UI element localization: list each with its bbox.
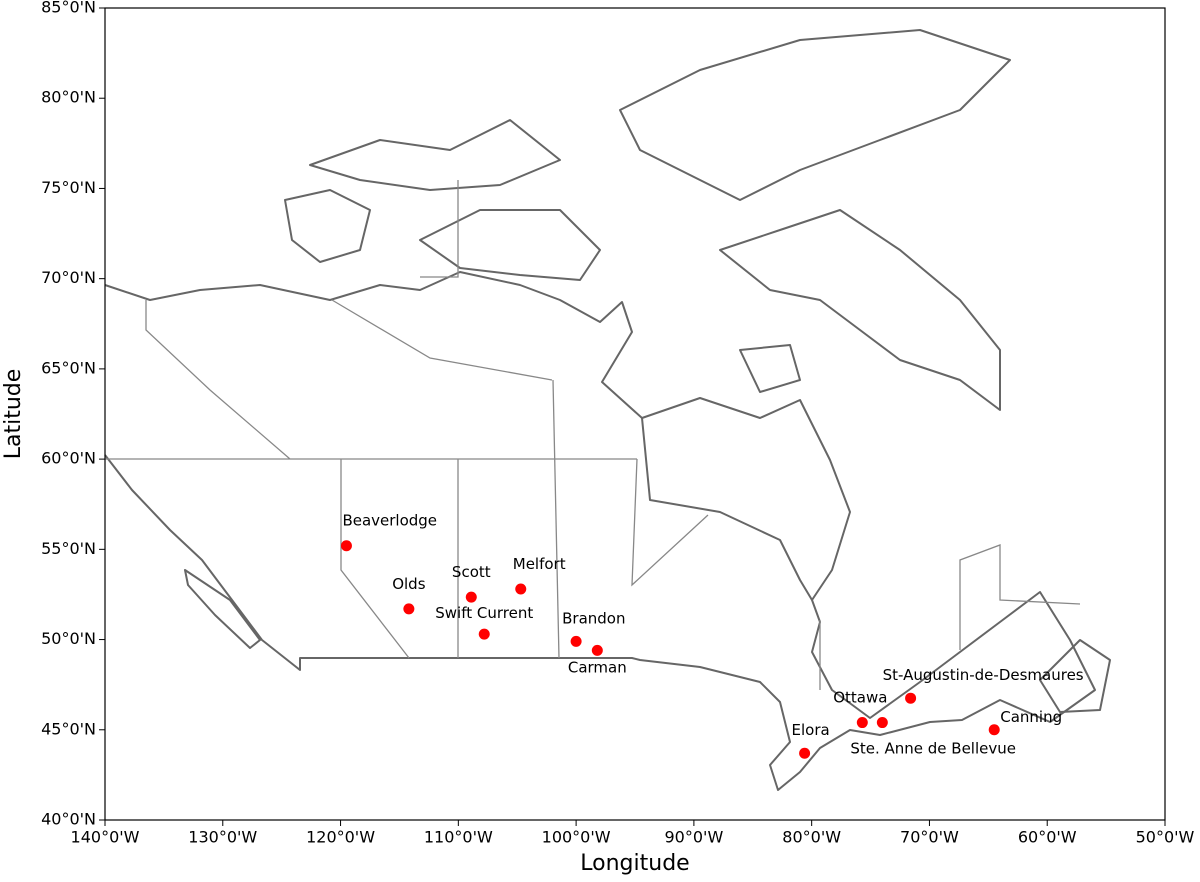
x-tick-label: 60°0'W	[1018, 828, 1077, 847]
y-tick-label: 70°0'N	[41, 268, 96, 287]
station-label: Scott	[452, 563, 491, 581]
station-point	[340, 540, 352, 552]
basemap	[104, 29, 1111, 791]
x-tick-label: 70°0'W	[900, 828, 959, 847]
station-point	[478, 628, 490, 640]
mainland-coast	[104, 271, 1096, 791]
x-tick-label: 100°0'W	[542, 828, 611, 847]
station-label: Olds	[392, 575, 425, 593]
y-tick-label: 65°0'N	[41, 358, 96, 377]
station-label: Beaverlodge	[342, 512, 437, 530]
victoria-island	[419, 209, 601, 281]
y-tick-label: 40°0'N	[41, 810, 96, 829]
station-label: Canning	[1000, 708, 1062, 726]
x-tick-label: 120°0'W	[306, 828, 375, 847]
station-point	[591, 644, 603, 656]
station-point	[570, 635, 582, 647]
station-label: Melfort	[513, 555, 566, 573]
station-point	[403, 603, 415, 615]
y-tick-label: 60°0'N	[41, 449, 96, 468]
x-tick-label: 80°0'W	[782, 828, 841, 847]
station-label: Elora	[792, 721, 830, 739]
station-label: Ste. Anne de Bellevue	[850, 740, 1016, 758]
queen-elizabeth-islands	[309, 119, 561, 191]
newfoundland	[1039, 639, 1111, 713]
x-axis-title: Longitude	[580, 851, 689, 876]
station-label: Carman	[568, 658, 627, 676]
y-tick-label: 50°0'N	[41, 629, 96, 648]
x-tick-label: 130°0'W	[188, 828, 257, 847]
vancouver-island	[184, 569, 261, 649]
x-tick-label: 50°0'W	[1136, 828, 1195, 847]
x-tick-label: 90°0'W	[665, 828, 724, 847]
x-tick-label: 140°0'W	[71, 828, 140, 847]
banks-island	[284, 189, 371, 263]
province-borders	[105, 180, 1081, 690]
station-point	[856, 717, 868, 729]
x-tick-label: 110°0'W	[424, 828, 493, 847]
y-tick-label: 75°0'N	[41, 178, 96, 197]
y-tick-label: 85°0'N	[41, 0, 96, 17]
station-point	[799, 747, 811, 759]
station-point	[876, 717, 888, 729]
y-tick-label: 80°0'N	[41, 88, 96, 107]
ellesmere-island	[619, 29, 1011, 201]
station-point	[905, 692, 917, 704]
station-point	[988, 724, 1000, 736]
plot-frame	[104, 7, 1166, 821]
y-tick-label: 55°0'N	[41, 539, 96, 558]
y-tick-label: 45°0'N	[41, 719, 96, 738]
station-label: Ottawa	[833, 689, 887, 707]
hudson-bay	[641, 417, 813, 601]
y-axis-title: Latitude	[1, 369, 26, 460]
baffin-island	[719, 209, 1001, 411]
station-label: Swift Current	[435, 604, 533, 622]
station-label: St-Augustin-de-Desmaures	[883, 666, 1084, 684]
station-point	[515, 583, 527, 595]
station-point	[465, 591, 477, 603]
southampton-island	[739, 344, 801, 393]
station-label: Brandon	[562, 609, 625, 627]
